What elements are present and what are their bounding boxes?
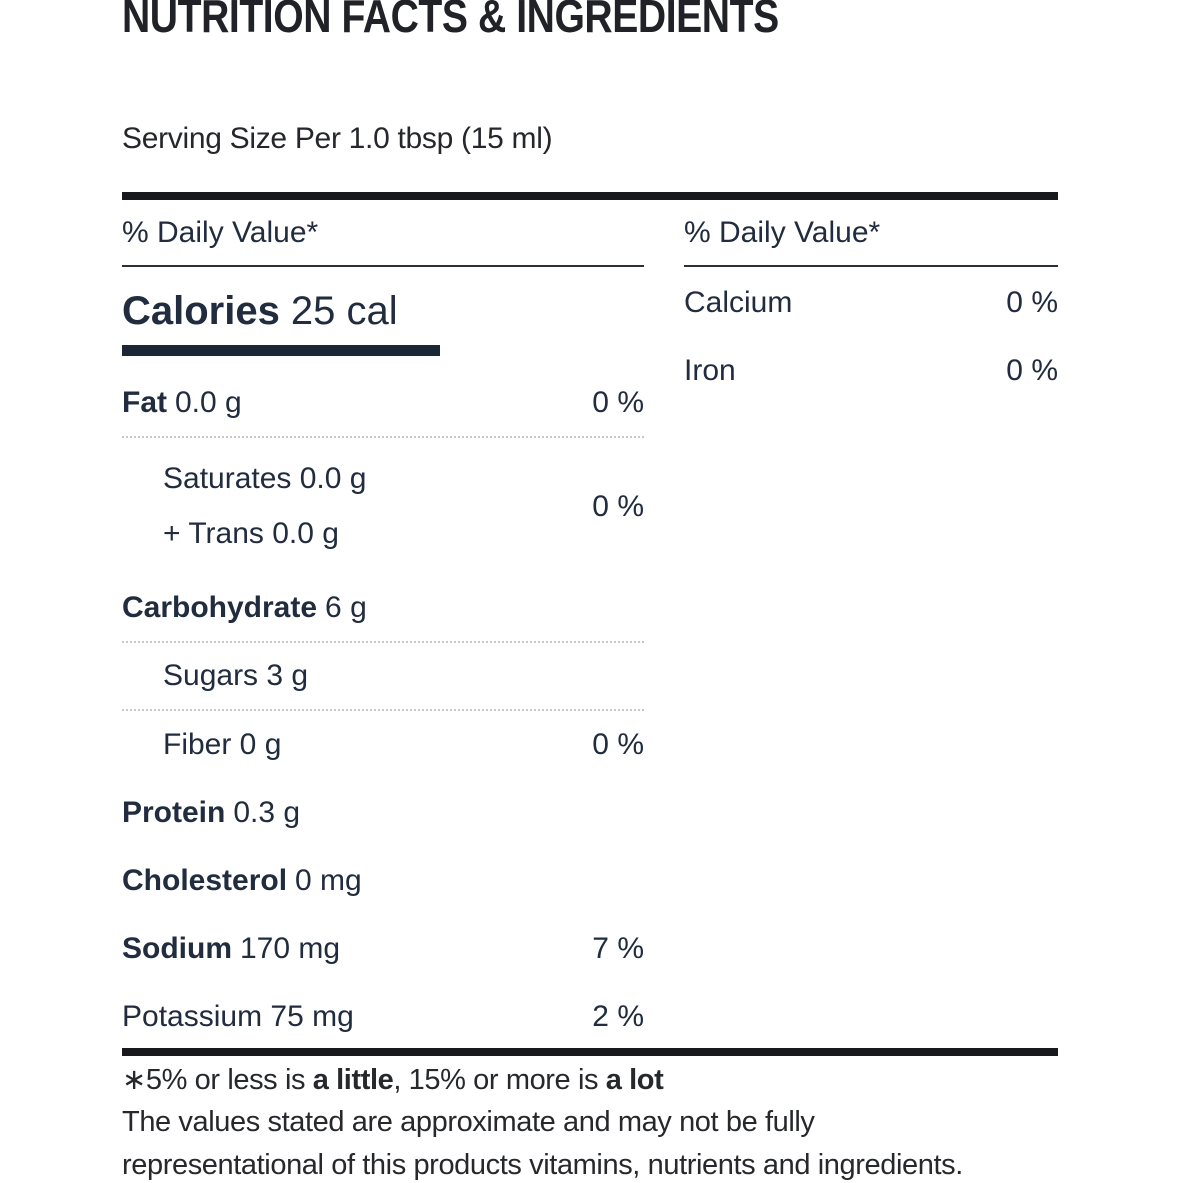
nutrient-label: + Trans 0.0 g: [163, 517, 339, 551]
calories-underline: [122, 345, 440, 356]
nutrient-row-cholesterol: Cholesterol 0 mg: [122, 847, 644, 915]
nutrient-percent: 2 %: [592, 1000, 644, 1033]
calories-label: Calories: [122, 289, 280, 333]
nutrient-amount: 6 g: [325, 591, 367, 624]
daily-value-rule-left: [122, 265, 644, 267]
nutrient-row-fat: Fat 0.0 g 0 %: [122, 370, 644, 438]
nutrient-percent: 0 %: [592, 489, 644, 523]
nutrient-percent: 0 %: [592, 386, 644, 419]
calories-row: Calories 25 cal: [122, 288, 644, 334]
nutrient-name: Saturates 0.0 g + Trans 0.0 g: [122, 438, 366, 575]
nutrient-row-fiber: Fiber 0 g 0 %: [122, 711, 644, 779]
nutrient-name: Sugars 3 g: [122, 661, 308, 691]
nutrient-label: Sodium: [122, 932, 232, 965]
daily-value-header-right: % Daily Value*: [684, 216, 881, 249]
nutrient-label: Cholesterol: [122, 864, 288, 897]
footnote: ∗5% or less is a little, 15% or more is …: [122, 1065, 1058, 1180]
nutrient-row-carbohydrate: Carbohydrate 6 g: [122, 575, 644, 643]
footnote-emphasis-a-lot: a lot: [605, 1064, 664, 1096]
nutrient-row-sugars: Sugars 3 g: [122, 643, 644, 711]
nutrient-label: Fiber 0 g: [163, 728, 282, 761]
nutrient-amount: 0.3 g: [233, 796, 301, 829]
nutrient-label: Potassium 75 mg: [122, 1000, 354, 1033]
footnote-disclaimer: The values stated are approximate and ma…: [122, 1107, 1058, 1180]
nutrient-row-saturates-trans: Saturates 0.0 g + Trans 0.0 g 0 %: [122, 438, 644, 575]
footnote-daily-value-key: ∗5% or less is a little, 15% or more is …: [122, 1065, 1058, 1095]
nutrient-name: Fiber 0 g: [122, 730, 281, 760]
nutrient-percent: 0 %: [1006, 286, 1058, 319]
nutrient-name: Fat 0.0 g: [122, 388, 242, 418]
daily-value-rule-right: [684, 265, 1058, 267]
bottom-divider: [122, 1048, 1058, 1056]
nutrient-name: Iron: [684, 356, 736, 386]
footnote-disclaimer-line: The values stated are approximate and ma…: [122, 1106, 815, 1138]
nutrient-amount: 170 mg: [240, 932, 341, 965]
nutrient-percent: 0 %: [1006, 354, 1058, 387]
nutrient-name: Protein 0.3 g: [122, 798, 300, 828]
serving-size: Serving Size Per 1.0 tbsp (15 ml): [122, 122, 553, 155]
footnote-emphasis-a-little: a little: [312, 1064, 394, 1096]
top-divider: [122, 192, 1058, 200]
nutrient-name: Calcium: [684, 288, 792, 318]
nutrient-name: Cholesterol 0 mg: [122, 866, 362, 896]
nutrient-label: Iron: [684, 354, 736, 387]
nutrient-amount: 0 mg: [295, 864, 362, 897]
calories-value: 25 cal: [290, 289, 398, 333]
footnote-disclaimer-line: representational of this products vitami…: [122, 1149, 963, 1181]
mineral-rows: Calcium 0 % Iron 0 %: [684, 269, 1058, 405]
nutrient-label: Sugars 3 g: [163, 659, 309, 692]
nutrient-label: Protein: [122, 796, 226, 829]
nutrient-name: Carbohydrate 6 g: [122, 593, 367, 623]
nutrient-row-protein: Protein 0.3 g: [122, 779, 644, 847]
nutrient-percent: 0 %: [592, 728, 644, 761]
footnote-text: , 15% or more is: [393, 1064, 606, 1096]
nutrient-label: Calcium: [684, 286, 793, 319]
footnote-text: ∗5% or less is: [122, 1064, 313, 1096]
nutrient-name: Sodium 170 mg: [122, 934, 340, 964]
nutrient-name: Potassium 75 mg: [122, 1002, 354, 1032]
nutrient-label: Carbohydrate: [122, 591, 318, 624]
nutrient-row-calcium: Calcium 0 %: [684, 269, 1058, 337]
nutrient-row-iron: Iron 0 %: [684, 337, 1058, 405]
facts-column-right: % Daily Value* Calcium 0 % Iron 0 %: [684, 200, 1058, 1051]
facts-columns: % Daily Value* Calories 25 cal Fat 0.0 g…: [122, 200, 1058, 1051]
nutrient-label: Saturates 0.0 g: [163, 461, 367, 495]
nutrient-row-potassium: Potassium 75 mg 2 %: [122, 983, 644, 1051]
nutrient-amount: 0.0 g: [175, 386, 242, 419]
daily-value-header-left: % Daily Value*: [122, 216, 319, 249]
facts-column-left: % Daily Value* Calories 25 cal Fat 0.0 g…: [122, 200, 644, 1051]
nutrient-rows: Fat 0.0 g 0 % Saturates 0.0 g + Trans 0.…: [122, 370, 644, 1051]
nutrient-percent: 7 %: [592, 932, 644, 965]
nutrient-label: Fat: [122, 386, 167, 419]
page-title: NUTRITION FACTS & INGREDIENTS: [122, 0, 779, 42]
nutrient-row-sodium: Sodium 170 mg 7 %: [122, 915, 644, 983]
